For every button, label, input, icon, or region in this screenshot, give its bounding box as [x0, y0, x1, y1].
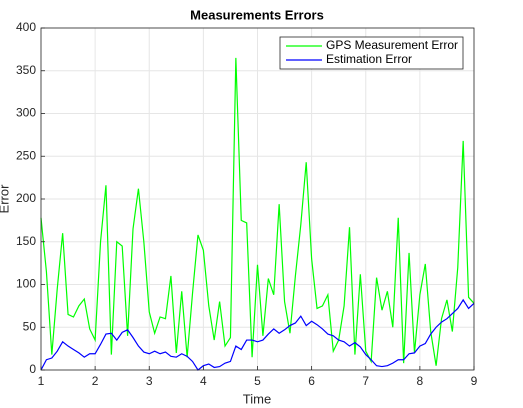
y-axis-label: Error — [0, 184, 11, 214]
y-tick-label: 400 — [16, 20, 36, 34]
x-axis-label: Time — [243, 391, 271, 406]
y-tick-label: 250 — [16, 148, 36, 162]
chart-title: Measurements Errors — [190, 7, 324, 22]
y-tick-label: 50 — [23, 319, 37, 333]
y-tick-label: 350 — [16, 63, 36, 77]
x-tick-label: 5 — [254, 374, 261, 388]
x-tick-label: 4 — [200, 374, 207, 388]
x-tick-label: 8 — [417, 374, 424, 388]
x-tick-label: 7 — [362, 374, 369, 388]
data-line — [40, 57, 475, 366]
x-tick-label: 9 — [471, 374, 478, 388]
data-line — [40, 298, 475, 371]
x-tick-label: 1 — [38, 374, 45, 388]
legend-label: Estimation Error — [326, 52, 412, 66]
y-tick-label: 200 — [16, 191, 36, 205]
y-tick-label: 150 — [16, 234, 36, 248]
x-tick-label: 2 — [92, 374, 99, 388]
x-tick-label: 3 — [146, 374, 153, 388]
y-tick-label: 0 — [29, 362, 36, 376]
legend-box — [279, 36, 464, 70]
x-tick-label: 6 — [308, 374, 315, 388]
y-tick-label: 300 — [16, 106, 36, 120]
y-tick-label: 100 — [16, 277, 36, 291]
legend-label: GPS Measurement Error — [326, 38, 458, 52]
